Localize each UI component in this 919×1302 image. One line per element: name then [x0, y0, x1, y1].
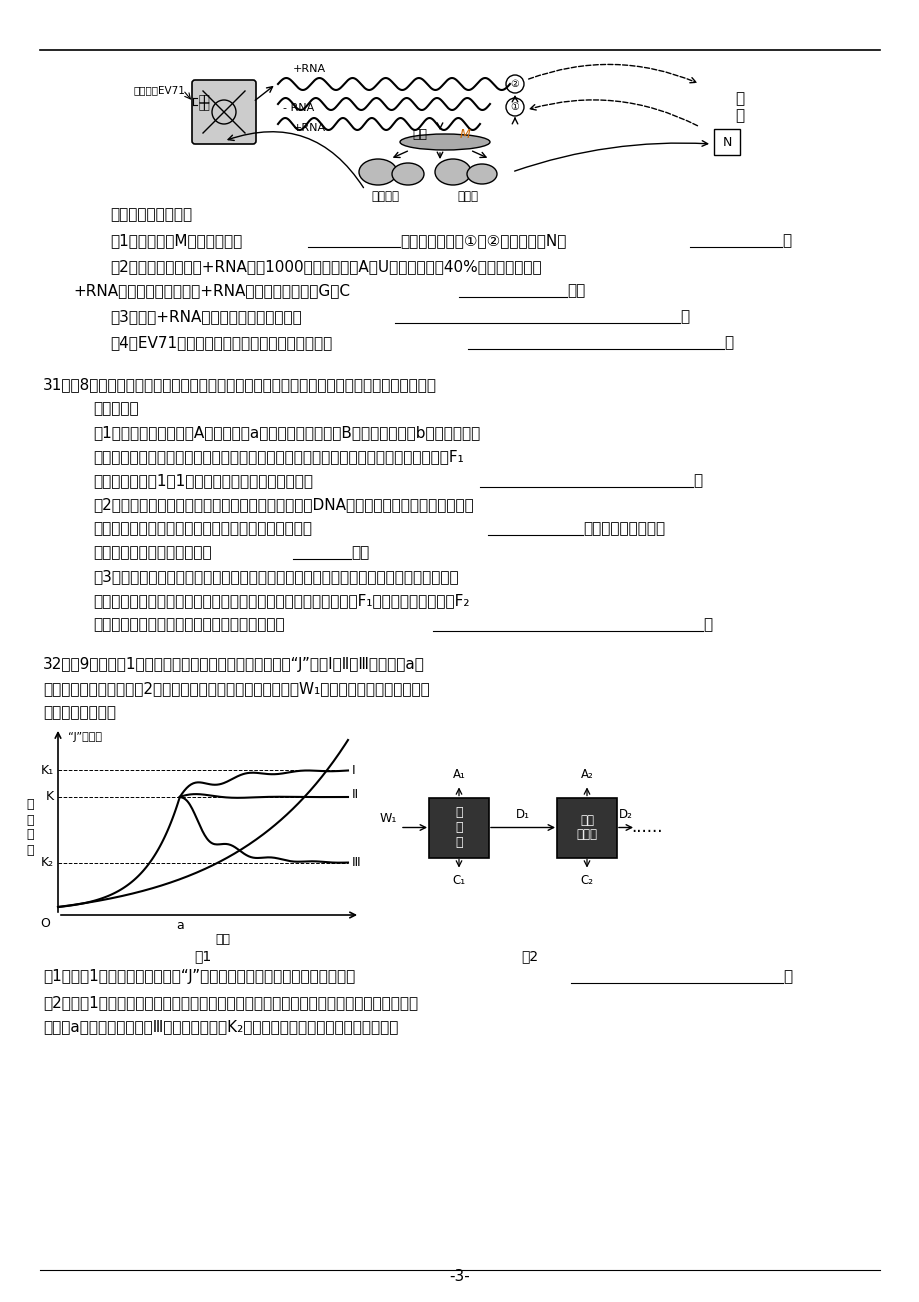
Text: +RNA: +RNA [292, 122, 325, 133]
Text: 初级
消费者: 初级 消费者 [576, 814, 596, 841]
Text: 31、（8分）小麦可同偃麦草远缘杂交，培育成了多个小偃麦品种。请回答下列有关小麦遗传育: 31、（8分）小麦可同偃麦草远缘杂交，培育成了多个小偃麦品种。请回答下列有关小麦… [43, 378, 437, 392]
Text: Ⅰ: Ⅰ [352, 764, 356, 777]
Text: 。: 。 [692, 473, 701, 488]
Text: 的核糖体。嫁化①、②过程的物质N是: 的核糖体。嫁化①、②过程的物质N是 [400, 233, 566, 247]
Text: 据图回答下列问题：: 据图回答下列问题： [110, 207, 192, 223]
Text: 衣壳蛋白: 衣壳蛋白 [370, 190, 399, 203]
Text: -3-: -3- [449, 1269, 470, 1284]
FancyBboxPatch shape [713, 129, 739, 155]
Text: D₂: D₂ [618, 809, 632, 822]
Text: C₂: C₂ [580, 874, 593, 887]
Ellipse shape [400, 134, 490, 150]
Text: K₂: K₂ [40, 857, 54, 870]
Text: ②: ② [510, 79, 519, 89]
Ellipse shape [467, 164, 496, 184]
Text: 生
产
者: 生 产 者 [455, 806, 462, 849]
Text: 蛋白酶: 蛋白酶 [457, 190, 478, 203]
Text: “J”型曲线: “J”型曲线 [68, 732, 102, 742]
Text: 图1: 图1 [194, 949, 211, 963]
Text: 请据图回答问题：: 请据图回答问题： [43, 704, 116, 720]
Text: 对基因自由组合），在研究这两对相对性状的杂交试验中，以某亲本与双隐性纯合子杂交F₁: 对基因自由组合），在研究这两对相对性状的杂交试验中，以某亲本与双隐性纯合子杂交F… [93, 449, 463, 464]
Text: （1）若图1种群数量变化呈现中“J”型曲线，其种群增长速率的变化趋势为: （1）若图1种群数量变化呈现中“J”型曲线，其种群增长速率的变化趋势为 [43, 969, 355, 984]
Text: 的纯合亲本杂交，要得到抗寒早熟个体，需用表现型为: 的纯合亲本杂交，要得到抗寒早熟个体，需用表现型为 [93, 521, 312, 536]
Text: 催
化: 催 化 [734, 91, 743, 124]
Text: 数量在a点后的变化曲线为Ⅲ、且种群数量为K₂时，对野生扬子鳓种群最有效的保护措: 数量在a点后的变化曲线为Ⅲ、且种群数量为K₂时，对野生扬子鳓种群最有效的保护措 [43, 1019, 398, 1034]
Text: A₂: A₂ [580, 768, 593, 781]
Text: ①: ① [510, 102, 519, 112]
Text: 种
群
数
量: 种 群 数 量 [27, 798, 34, 857]
Text: 种的问题：: 种的问题： [93, 401, 139, 417]
Text: 少一对染色体，如果将这一变异小偃麦同正常小偃麦杂交，得到的F₁代自交，请分别分析F₂: 少一对染色体，如果将这一变异小偃麦同正常小偃麦杂交，得到的F₁代自交，请分别分析… [93, 592, 469, 608]
Text: （1）图中物质M的合成场所是: （1）图中物质M的合成场所是 [110, 233, 242, 247]
FancyBboxPatch shape [556, 798, 617, 858]
Text: 表示外界因素的变化。图2是某同学绘制的能量流动图解（其中W₁为生产者固定的太阳能）。: 表示外界因素的变化。图2是某同学绘制的能量流动图解（其中W₁为生产者固定的太阳能… [43, 681, 429, 697]
Text: （4）EV71病毒感染机体后，引发的特异性免疫有: （4）EV71病毒感染机体后，引发的特异性免疫有 [110, 335, 332, 350]
Text: 。: 。 [679, 309, 688, 324]
Ellipse shape [391, 163, 424, 185]
Text: W₁: W₁ [380, 812, 397, 825]
Text: N: N [721, 135, 731, 148]
Text: 个。: 个。 [566, 283, 584, 298]
Text: （2）若图1种群为长江流域生态系统中的野生扬子鳓（处于最高营养级生物之一），当种群: （2）若图1种群为长江流域生态系统中的野生扬子鳓（处于最高营养级生物之一），当种… [43, 995, 417, 1010]
Text: （3）图中+RNA有三方面的功能，分别是: （3）图中+RNA有三方面的功能，分别是 [110, 309, 301, 324]
Text: ......: ...... [630, 819, 662, 836]
Text: 肠道病毒EV71: 肠道病毒EV71 [133, 85, 185, 95]
Text: A₁: A₁ [452, 768, 465, 781]
Text: 。: 。 [782, 969, 791, 984]
Text: （3）小偃麦有蓝粒品种，如果有一蓝粒小偃麦变异株，籽粒变为白粒，经检查，体细胞缺: （3）小偃麦有蓝粒品种，如果有一蓝粒小偃麦变异株，籽粒变为白粒，经检查，体细胞缺 [93, 569, 459, 585]
Text: K₁: K₁ [40, 763, 54, 776]
Text: 代。: 代。 [351, 546, 369, 560]
Text: 代性状分离比为1：1，请写出此亲本可能的基因型：: 代性状分离比为1：1，请写出此亲本可能的基因型： [93, 473, 312, 488]
Text: C₁: C₁ [452, 874, 465, 887]
Text: - RNA: - RNA [283, 103, 314, 113]
Text: 合的抗寒早熟个体最早出现在: 合的抗寒早熟个体最早出现在 [93, 546, 211, 560]
Text: +RNA: +RNA [292, 64, 325, 74]
Text: M: M [460, 128, 470, 141]
Text: a: a [176, 919, 184, 932]
Text: Ⅲ: Ⅲ [352, 855, 360, 868]
Text: 图2: 图2 [521, 949, 538, 963]
Text: 的个体作母本，该纯: 的个体作母本，该纯 [583, 521, 664, 536]
Text: Ⅱ: Ⅱ [352, 789, 357, 802]
Text: 翻译: 翻译 [412, 128, 427, 141]
FancyBboxPatch shape [428, 798, 489, 858]
Text: 。: 。 [702, 617, 711, 631]
Text: 衣壳: 衣壳 [199, 100, 210, 109]
Text: D₁: D₁ [516, 809, 529, 822]
Text: 32、（9分）下图1表示某种群数量变化可能的四种情况（“J”型、Ⅰ、Ⅱ、Ⅲ），其中a点: 32、（9分）下图1表示某种群数量变化可能的四种情况（“J”型、Ⅰ、Ⅱ、Ⅲ），其… [43, 658, 425, 672]
FancyBboxPatch shape [192, 79, 255, 145]
Ellipse shape [435, 159, 471, 185]
Text: O: O [40, 917, 50, 930]
Text: 核酸: 核酸 [199, 92, 210, 103]
Text: 。: 。 [723, 335, 732, 350]
Text: （1）如果小偃麦早熟（A）对晚熟（a）是显性，抗干热（B）对不抗干热（b）是显性（两: （1）如果小偃麦早熟（A）对晚熟（a）是显性，抗干热（B）对不抗干热（b）是显性… [93, 424, 480, 440]
Text: 时间: 时间 [215, 934, 231, 947]
Text: 代中出现染色体数目正常与不正常个体的原因：: 代中出现染色体数目正常与不正常个体的原因： [93, 617, 284, 631]
Text: （2）如果决定小偃麦抗寒与不抗寒的一对基因在叶综DNA上，若以抗寒晚熟与不抗寒早熟: （2）如果决定小偃麦抗寒与不抗寒的一对基因在叶综DNA上，若以抗寒晚熟与不抗寒早… [93, 497, 473, 512]
Text: +RNA为模板合成一条子代+RNA的过程共需要碰基G和C: +RNA为模板合成一条子代+RNA的过程共需要碰基G和C [73, 283, 349, 298]
Ellipse shape [358, 159, 397, 185]
Text: （2）假定病毒基因组+RNA含朐1000个碰基，其中A和U占碰基总数的40%。以病毒基因组: （2）假定病毒基因组+RNA含朐1000个碰基，其中A和U占碰基总数的40%。以… [110, 259, 541, 273]
Text: K: K [46, 790, 54, 803]
Text: 。: 。 [781, 233, 790, 247]
